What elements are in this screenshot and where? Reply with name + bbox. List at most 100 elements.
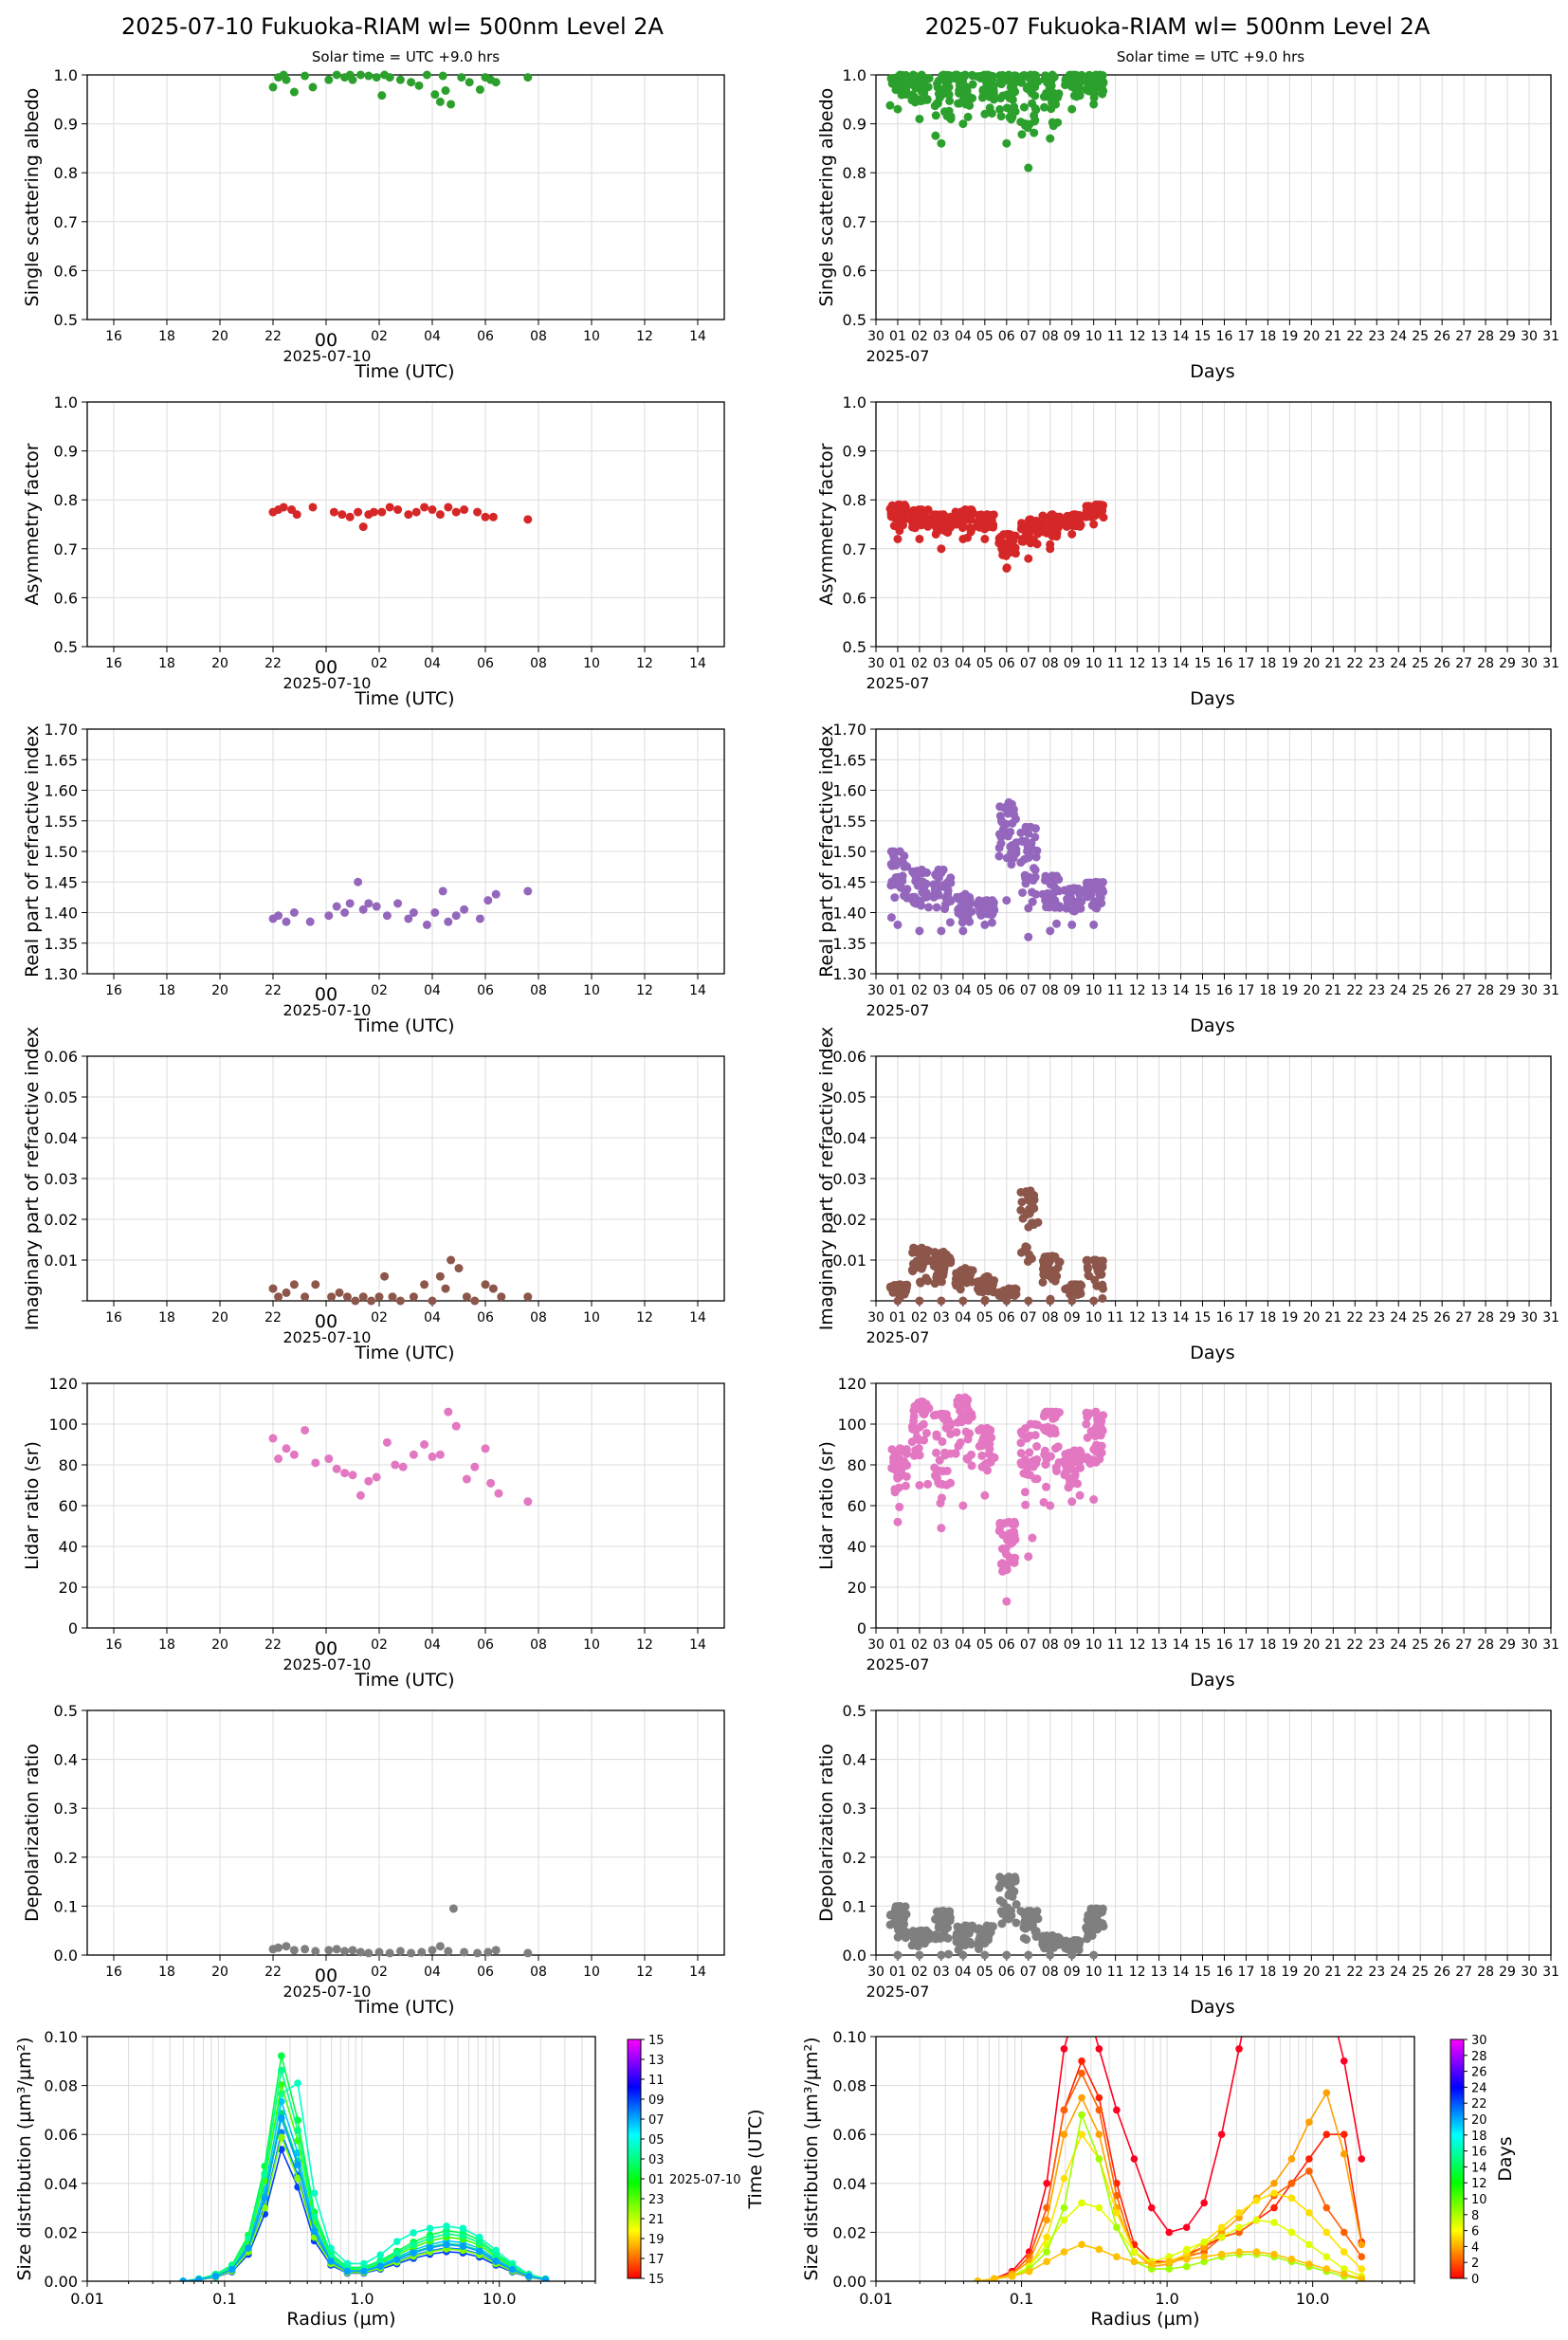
x-tick-label: 20 [1303, 1310, 1320, 1325]
series-point [1270, 2180, 1278, 2187]
y-tick-label: 0.4 [54, 1751, 78, 1769]
data-point [1002, 1950, 1012, 1960]
data-point [1046, 1950, 1055, 1960]
y-tick-label: 0.6 [843, 262, 866, 280]
data-point [356, 1947, 365, 1957]
x-tick-label: 09 [1064, 656, 1081, 671]
data-point [1032, 1474, 1042, 1484]
data-point [491, 78, 501, 87]
data-point [968, 94, 977, 103]
series-point [294, 2127, 301, 2134]
series-point [1095, 2155, 1103, 2163]
data-point [301, 1292, 310, 1302]
y-tick-label: 1.0 [54, 66, 78, 84]
data-point [909, 1927, 919, 1936]
data-point [995, 1519, 1005, 1528]
x-tick-label: 24 [1390, 656, 1407, 671]
data-point [1050, 1429, 1060, 1438]
x-tick-label: 07 [1020, 983, 1037, 998]
data-point [1048, 1269, 1058, 1278]
x-tick-label: 06 [998, 1637, 1015, 1653]
series-point [1060, 2174, 1068, 2183]
data-point [885, 1920, 895, 1929]
data-point [990, 1453, 999, 1462]
x-tick-label: 18 [158, 1965, 175, 1980]
data-point [893, 104, 903, 114]
x-tick-label: 22 [1346, 983, 1363, 998]
x-tick-label: 10 [583, 1965, 600, 1980]
y-tick-label: 60 [848, 1497, 866, 1515]
left-figure-title: 2025-07-10 Fukuoka-RIAM wl= 500nm Level … [121, 13, 665, 40]
x-tick-label: 04 [424, 329, 441, 344]
series-point [1340, 2228, 1348, 2237]
x-tick-label: 08 [1042, 1637, 1059, 1653]
series-point [327, 2258, 335, 2265]
series-point [1340, 2248, 1348, 2256]
series-point [1182, 2245, 1191, 2254]
data-point [885, 101, 895, 110]
x-tick-label: 00 [315, 1638, 337, 1659]
data-point [1024, 1950, 1033, 1960]
x-tick-label: 19 [1281, 656, 1298, 671]
left-solar-time-note: Solar time = UTC +9.0 hrs [312, 48, 500, 65]
x-tick-label: 19 [1281, 1310, 1298, 1325]
data-point [938, 881, 947, 890]
x-axis-label: Radius (µm) [286, 2309, 395, 2330]
x-tick-label: 10 [583, 1310, 600, 1325]
x-tick-label: 13 [1151, 1310, 1168, 1325]
data-point [1052, 1466, 1062, 1475]
data-point [1024, 1222, 1033, 1232]
data-point [975, 1426, 984, 1435]
data-point [1022, 1935, 1031, 1945]
data-point [1041, 1944, 1050, 1953]
data-point [438, 71, 447, 81]
data-point [895, 70, 904, 80]
x-tick-label: 12 [1129, 1965, 1146, 1980]
series-group [179, 2052, 550, 2281]
x-tick-label: 07 [1020, 1310, 1037, 1325]
x-tick-label: 05 [976, 1965, 994, 1980]
x-axis-label: Radius (µm) [1090, 2309, 1199, 2330]
ssa_daily-panel: 0.5 0.6 0.7 0.8 0.9 1.0 16 18 20 22 00 02 04 06 08 10 12… [22, 66, 725, 382]
data-point [1083, 1934, 1092, 1944]
x-tick-label: 22 [264, 983, 282, 998]
data-point [977, 1451, 987, 1460]
x-axis-label: Days [1190, 1343, 1234, 1363]
x-month-label: 2025-07 [866, 1001, 930, 1019]
data-point [1026, 70, 1035, 80]
data-point [893, 1950, 903, 1960]
x-tick-label: 02 [371, 983, 388, 998]
data-point [447, 1255, 456, 1265]
y-axis-label: Asymmetry factor [22, 443, 43, 605]
series-point [1043, 2258, 1050, 2266]
data-point [893, 1296, 903, 1306]
data-point [929, 880, 939, 889]
data-point [1094, 1268, 1103, 1277]
x-tick-label: 06 [998, 656, 1015, 671]
x-tick-label: 20 [1303, 329, 1320, 344]
x-tick-label: 14 [1173, 656, 1190, 671]
series-point [1130, 2258, 1139, 2266]
series-point [1270, 2219, 1278, 2226]
data-point [523, 73, 533, 82]
x-tick-label: 14 [689, 983, 706, 998]
series-point [1043, 2248, 1050, 2256]
data-point [911, 1405, 921, 1415]
x-axis-label: Days [1190, 361, 1234, 382]
x-tick-label: 15 [1194, 983, 1212, 998]
data-point [1018, 887, 1028, 897]
data-point [939, 510, 948, 520]
x-tick-label: 14 [1173, 1965, 1190, 1980]
data-point [1016, 1248, 1026, 1257]
x-tick-label: 26 [1433, 1310, 1450, 1325]
data-point [1060, 1455, 1069, 1465]
x-tick-label: 20 [211, 983, 228, 998]
x-tick-label: 02 [911, 1310, 928, 1325]
data-point [932, 1448, 941, 1457]
x-tick-label: 15 [1194, 1637, 1212, 1653]
series-point [1288, 1886, 1296, 1893]
data-point [1002, 1560, 1012, 1569]
x-tick-label: 22 [264, 656, 282, 671]
data-point [960, 889, 970, 899]
data-point [380, 1271, 390, 1281]
